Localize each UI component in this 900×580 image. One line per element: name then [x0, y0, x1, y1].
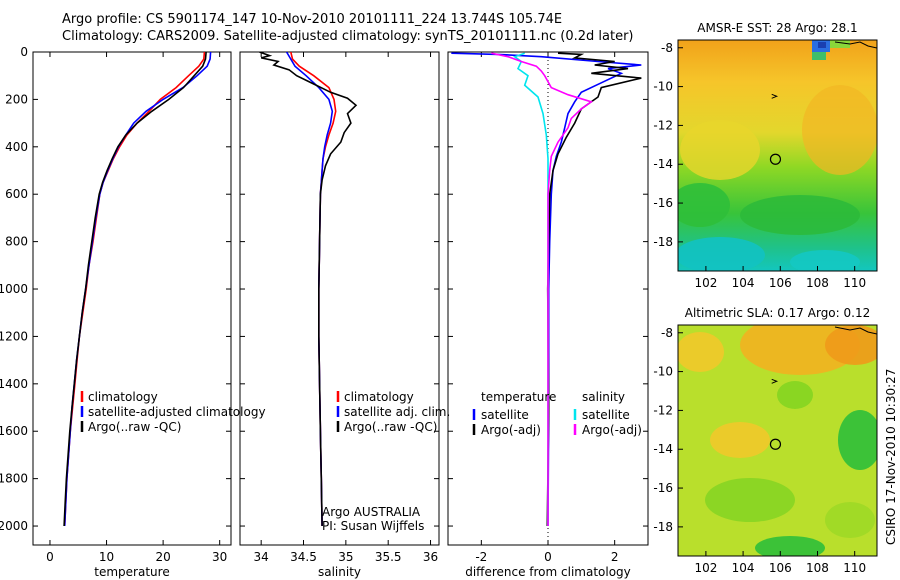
temperature-axes-frame — [32, 51, 232, 546]
salinity-xtick-label: 35 — [338, 550, 353, 564]
temperature-ytick-label: 0 — [20, 45, 28, 59]
temperature-panel: 0 10 20 30 0 200 400 600 800 1000 1200 1400 1600 1800… — [0, 45, 266, 579]
salinity-xtick-label: 34 — [254, 550, 269, 564]
salinity-series-argo-raw-qc- — [259, 52, 358, 527]
sla-ytick-label: -10 — [653, 365, 673, 379]
temperature-xlabel: temperature — [94, 565, 169, 579]
sla-ytick-label: -12 — [653, 403, 673, 417]
temperature-ytick-label: 2000 — [0, 519, 28, 533]
sla-xtick-label: 102 — [694, 561, 717, 575]
sla-xtick-label: 108 — [806, 561, 829, 575]
sla-argo-location-marker — [769, 438, 782, 450]
temperature-ytick-label: 1600 — [0, 424, 28, 438]
sla-xtick-label: 110 — [843, 561, 866, 575]
sst-axes-frame — [677, 39, 878, 272]
sst-xtick-label: 106 — [769, 276, 792, 290]
difference-xtick-label: -2 — [475, 550, 487, 564]
difference-legend-title-temperature: temperature — [481, 390, 556, 404]
salinity-xtick-label: 35.5 — [375, 550, 402, 564]
salinity-axes-frame — [239, 51, 440, 546]
sst-map-panel: AMSR-E SST: 28 Argo: 28.1 102 104 106 108 110… — [653, 21, 878, 290]
temperature-xtick-label: 20 — [155, 550, 170, 564]
salinity-xtick-label: 36 — [423, 550, 438, 564]
sla-map-title: Altimetric SLA: 0.17 Argo: 0.12 — [685, 306, 870, 320]
sla-axes-frame — [677, 324, 878, 557]
salinity-series-climatology — [290, 52, 337, 527]
header-line-1: Argo profile: CS 5901174_147 10-Nov-2010… — [62, 12, 563, 27]
sst-ytick-label: -10 — [653, 80, 673, 94]
temperature-ytick-label: 200 — [5, 92, 28, 106]
sst-xtick-label: 108 — [806, 276, 829, 290]
salinity-legend-entry: climatology — [344, 390, 414, 404]
difference-legend-entry: satellite — [481, 408, 529, 422]
salinity-xtick-label: 34.5 — [290, 550, 317, 564]
credit-text: CSIRO 17-Nov-2010 10:30:27 — [884, 369, 898, 545]
sla-map-panel: Altimetric SLA: 0.17 Argo: 0.12 102 104 106… — [653, 306, 878, 575]
sst-xtick-label: 110 — [843, 276, 866, 290]
salinity-xlabel: salinity — [318, 565, 361, 579]
sla-xtick-label: 106 — [769, 561, 792, 575]
difference-series-argo-adj--temperature — [546, 52, 642, 527]
sla-ytick-label: -8 — [661, 326, 673, 340]
temperature-legend-entry: satellite-adjusted climatology — [88, 405, 266, 419]
difference-series-satellite-temperature — [451, 52, 642, 527]
difference-xlabel: difference from climatology — [465, 565, 631, 579]
header-line-2: Climatology: CARS2009. Satellite-adjuste… — [62, 29, 634, 44]
salinity-panel: 34 34.5 35 35.5 36 salinity climatologysatelli… — [239, 51, 450, 579]
salinity-legend-entry: Argo(..raw -QC) — [344, 420, 437, 434]
salinity-legend-entry: satellite adj. clim. — [344, 405, 450, 419]
sst-xtick-label: 102 — [694, 276, 717, 290]
temperature-legend-entry: Argo(..raw -QC) — [88, 420, 181, 434]
difference-legend-entry: Argo(-adj) — [582, 423, 642, 437]
sst-ytick-label: -8 — [661, 41, 673, 55]
temperature-ytick-label: 1200 — [0, 329, 28, 343]
temperature-ytick-label: 1400 — [0, 377, 28, 391]
temperature-ytick-label: 800 — [5, 235, 28, 249]
temperature-ytick-label: 1000 — [0, 282, 28, 296]
salinity-annotation: PI: Susan Wijffels — [322, 519, 424, 533]
sla-arrow-icon — [771, 378, 779, 384]
sst-map-title: AMSR-E SST: 28 Argo: 28.1 — [697, 21, 857, 35]
temperature-xtick-label: 10 — [99, 550, 114, 564]
difference-legend-entry: Argo(-adj) — [481, 423, 541, 437]
salinity-series-satellite-adj-clim- — [285, 52, 334, 527]
sst-ytick-label: -14 — [653, 157, 673, 171]
sla-ytick-label: -14 — [653, 442, 673, 456]
temperature-ytick-label: 600 — [5, 187, 28, 201]
sst-xtick-label: 104 — [732, 276, 755, 290]
difference-series-argo-adj--salinity — [491, 52, 594, 526]
difference-xtick-label: 2 — [611, 550, 619, 564]
sla-ytick-label: -18 — [653, 520, 673, 534]
sst-ytick-label: -18 — [653, 235, 673, 249]
sst-arrow-icon — [771, 93, 779, 99]
difference-xtick-label: 0 — [544, 550, 552, 564]
sla-xtick-label: 104 — [732, 561, 755, 575]
temperature-series-argo-raw-qc- — [63, 52, 207, 527]
temperature-xtick-label: 30 — [212, 550, 227, 564]
sst-ytick-label: -16 — [653, 196, 673, 210]
temperature-ytick-label: 400 — [5, 140, 28, 154]
sst-ytick-label: -12 — [653, 118, 673, 132]
sst-argo-location-marker — [769, 153, 782, 165]
sla-ytick-label: -16 — [653, 481, 673, 495]
difference-legend-entry: satellite — [582, 408, 630, 422]
sla-heatmap — [678, 325, 877, 556]
difference-legend-title-salinity: salinity — [582, 390, 625, 404]
temperature-ytick-label: 1800 — [0, 472, 28, 486]
temperature-legend-entry: climatology — [88, 390, 158, 404]
sst-heatmap — [678, 40, 877, 271]
temperature-xtick-label: 0 — [46, 550, 54, 564]
salinity-annotation: Argo AUSTRALIA — [322, 505, 421, 519]
difference-series-satellite-salinity — [512, 52, 549, 526]
